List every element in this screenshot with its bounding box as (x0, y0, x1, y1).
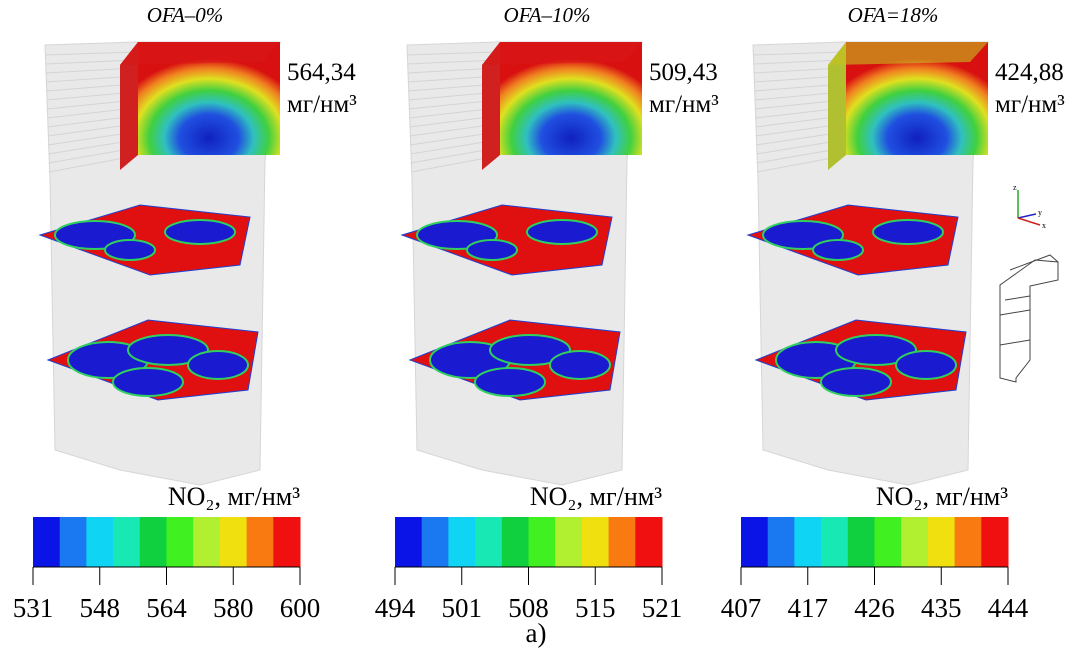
unit: мг/нм³ (649, 91, 719, 118)
value: 564,34 (287, 59, 356, 86)
colorbar-segment (448, 517, 476, 567)
blob (812, 239, 864, 261)
top-side (828, 42, 846, 170)
top-roof (120, 42, 280, 65)
blob (466, 239, 518, 261)
blob (104, 239, 156, 261)
tick-label: 548 (80, 593, 121, 623)
tick-label: 426 (854, 593, 895, 623)
tick-label: 417 (788, 593, 829, 623)
panel-title: OFA–10% (503, 3, 590, 27)
blob (112, 367, 184, 397)
tick-label: 521 (642, 593, 683, 623)
colorbar-label: NO₂, мг/нм³ (876, 482, 1008, 511)
colorbar-segment (33, 517, 61, 567)
caption: a) (526, 618, 547, 648)
tick-label: 515 (575, 593, 616, 623)
svg-text:y: y (1038, 208, 1042, 217)
colorbar-segment (635, 517, 663, 567)
top-roof (828, 42, 988, 65)
panel: OFA=18% 424,88 мг/нм³ NO₂, мг/нм³ 407 417 426 4… (721, 3, 1065, 623)
tick-label: 407 (721, 593, 762, 623)
colorbar-segment (767, 517, 795, 567)
colorbar-segment (86, 517, 114, 567)
blob (872, 219, 944, 245)
colorbar-segment (954, 517, 982, 567)
colorbar-segment (475, 517, 503, 567)
panel-title: OFA=18% (848, 3, 939, 27)
colorbar-label: NO₂, мг/нм³ (530, 482, 662, 511)
unit: мг/нм³ (995, 91, 1065, 118)
furnace-edge (753, 59, 844, 65)
tick-label: 580 (213, 593, 254, 623)
colorbar-segment (219, 517, 248, 567)
colorbar-segment (581, 517, 610, 567)
tick-label: 531 (13, 593, 54, 623)
colorbar-label: NO₂, мг/нм³ (168, 482, 300, 511)
value: 424,88 (995, 59, 1064, 86)
blob (489, 334, 571, 366)
tick-label: 435 (921, 593, 962, 623)
colorbar-segment (901, 517, 929, 567)
blob (474, 367, 546, 397)
colorbar-segment (528, 517, 556, 567)
blob (895, 350, 957, 380)
mini-furnace (999, 254, 1059, 383)
tick-label: 494 (375, 593, 416, 623)
blob (835, 334, 917, 366)
colorbar-segment (794, 517, 822, 567)
colorbar-segment (927, 517, 956, 567)
blob (549, 350, 611, 380)
colorbar-segment (246, 517, 274, 567)
panel-title: OFA–0% (147, 3, 224, 27)
tick-label: 508 (508, 593, 549, 623)
colorbar-segment (166, 517, 194, 567)
colorbar-segment (741, 517, 769, 567)
furnace-edge (407, 59, 498, 65)
colorbar-segment (847, 517, 875, 567)
blob (820, 367, 892, 397)
tick-label: 564 (146, 593, 187, 623)
top-side (120, 42, 138, 170)
colorbar-segment (113, 517, 141, 567)
colorbar-segment (608, 517, 636, 567)
colorbar-segment (555, 517, 583, 567)
top-roof (482, 42, 642, 65)
colorbar-segment (421, 517, 449, 567)
top-side (482, 42, 500, 170)
colorbar-segment (981, 517, 1009, 567)
blob (127, 334, 209, 366)
value: 509,43 (649, 59, 718, 86)
colorbar-segment (59, 517, 87, 567)
tick-label: 600 (280, 593, 321, 623)
tick-label: 501 (442, 593, 483, 623)
colorbar-segment (501, 517, 529, 567)
furnace-edge (752, 51, 844, 56)
colorbar-segment (273, 517, 301, 567)
colorbar-segment (395, 517, 423, 567)
colorbar-segment (821, 517, 849, 567)
panel: OFA–10% 509,43 мг/нм³ NO₂, мг/нм³ 494 501 508 5… (375, 3, 719, 623)
blob (187, 350, 249, 380)
furnace-edge (44, 51, 136, 56)
svg-text:x: x (1042, 221, 1046, 230)
colorbar-segment (193, 517, 221, 567)
axis-icon: z y x (1013, 183, 1046, 230)
blob (526, 219, 598, 245)
tick-label: 444 (988, 593, 1029, 623)
svg-text:z: z (1013, 183, 1017, 192)
colorbar-segment (874, 517, 902, 567)
furnace-edge (45, 59, 136, 65)
panel: OFA–0% 564,34 мг/нм³ NO₂, мг/нм³ 531 548 564 58… (13, 3, 357, 623)
colorbar-segment (139, 517, 167, 567)
furnace-edge (406, 51, 498, 56)
blob (164, 219, 236, 245)
unit: мг/нм³ (287, 91, 357, 118)
